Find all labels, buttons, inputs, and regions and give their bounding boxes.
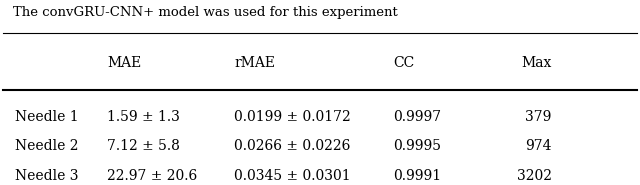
Text: CC: CC xyxy=(393,56,414,70)
Text: 7.12 ± 5.8: 7.12 ± 5.8 xyxy=(108,139,180,153)
Text: MAE: MAE xyxy=(108,56,141,70)
Text: rMAE: rMAE xyxy=(234,56,275,70)
Text: The convGRU-CNN+ model was used for this experiment: The convGRU-CNN+ model was used for this… xyxy=(13,6,397,18)
Text: 0.0345 ± 0.0301: 0.0345 ± 0.0301 xyxy=(234,169,351,183)
Text: Max: Max xyxy=(521,56,552,70)
Text: 0.0199 ± 0.0172: 0.0199 ± 0.0172 xyxy=(234,110,351,124)
Text: Needle 2: Needle 2 xyxy=(15,139,79,153)
Text: 0.9995: 0.9995 xyxy=(393,139,441,153)
Text: 0.0266 ± 0.0226: 0.0266 ± 0.0226 xyxy=(234,139,351,153)
Text: 974: 974 xyxy=(525,139,552,153)
Text: Needle 3: Needle 3 xyxy=(15,169,79,183)
Text: 3202: 3202 xyxy=(516,169,552,183)
Text: 0.9997: 0.9997 xyxy=(393,110,441,124)
Text: 0.9991: 0.9991 xyxy=(393,169,441,183)
Text: 1.59 ± 1.3: 1.59 ± 1.3 xyxy=(108,110,180,124)
Text: Needle 1: Needle 1 xyxy=(15,110,79,124)
Text: 22.97 ± 20.6: 22.97 ± 20.6 xyxy=(108,169,198,183)
Text: 379: 379 xyxy=(525,110,552,124)
